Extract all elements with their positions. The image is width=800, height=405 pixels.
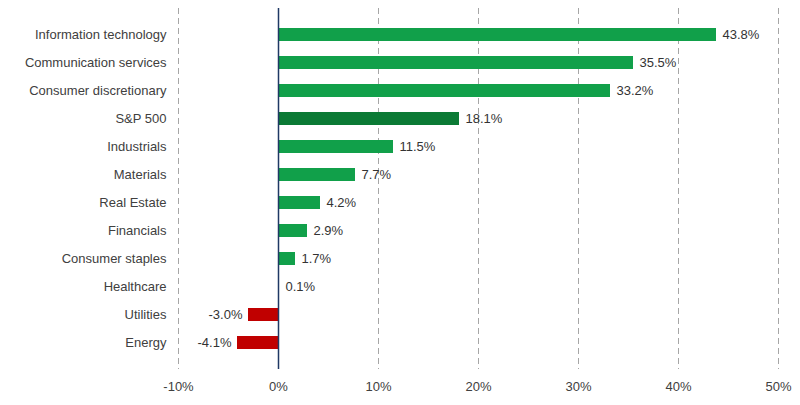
svg-text:Communication services: Communication services — [25, 55, 167, 70]
svg-text:2.9%: 2.9% — [314, 223, 344, 238]
svg-text:-4.1%: -4.1% — [198, 335, 232, 350]
svg-text:7.7%: 7.7% — [362, 167, 392, 182]
svg-text:0.1%: 0.1% — [286, 279, 316, 294]
svg-text:11.5%: 11.5% — [400, 139, 436, 154]
svg-text:50%: 50% — [765, 379, 791, 394]
svg-text:Consumer discretionary: Consumer discretionary — [29, 83, 167, 98]
svg-text:20%: 20% — [465, 379, 491, 394]
svg-text:Utilities: Utilities — [125, 307, 167, 322]
svg-text:Information technology: Information technology — [35, 27, 167, 42]
svg-text:Consumer staples: Consumer staples — [62, 251, 167, 266]
svg-text:-10%: -10% — [163, 379, 194, 394]
svg-text:43.8%: 43.8% — [723, 27, 760, 42]
svg-text:1.7%: 1.7% — [302, 251, 332, 266]
svg-text:4.2%: 4.2% — [327, 195, 357, 210]
svg-text:Materials: Materials — [114, 167, 167, 182]
svg-text:10%: 10% — [365, 379, 391, 394]
svg-text:Financials: Financials — [108, 223, 167, 238]
svg-text:35.5%: 35.5% — [640, 55, 677, 70]
svg-text:18.1%: 18.1% — [466, 111, 503, 126]
svg-text:30%: 30% — [565, 379, 591, 394]
svg-text:40%: 40% — [665, 379, 691, 394]
svg-text:S&P 500: S&P 500 — [115, 111, 166, 126]
svg-text:0%: 0% — [269, 379, 288, 394]
svg-text:Industrials: Industrials — [107, 139, 167, 154]
svg-text:33.2%: 33.2% — [617, 83, 654, 98]
svg-text:-3.0%: -3.0% — [209, 307, 243, 322]
svg-text:Real Estate: Real Estate — [99, 195, 166, 210]
svg-text:Healthcare: Healthcare — [104, 279, 167, 294]
svg-text:Energy: Energy — [125, 335, 167, 350]
